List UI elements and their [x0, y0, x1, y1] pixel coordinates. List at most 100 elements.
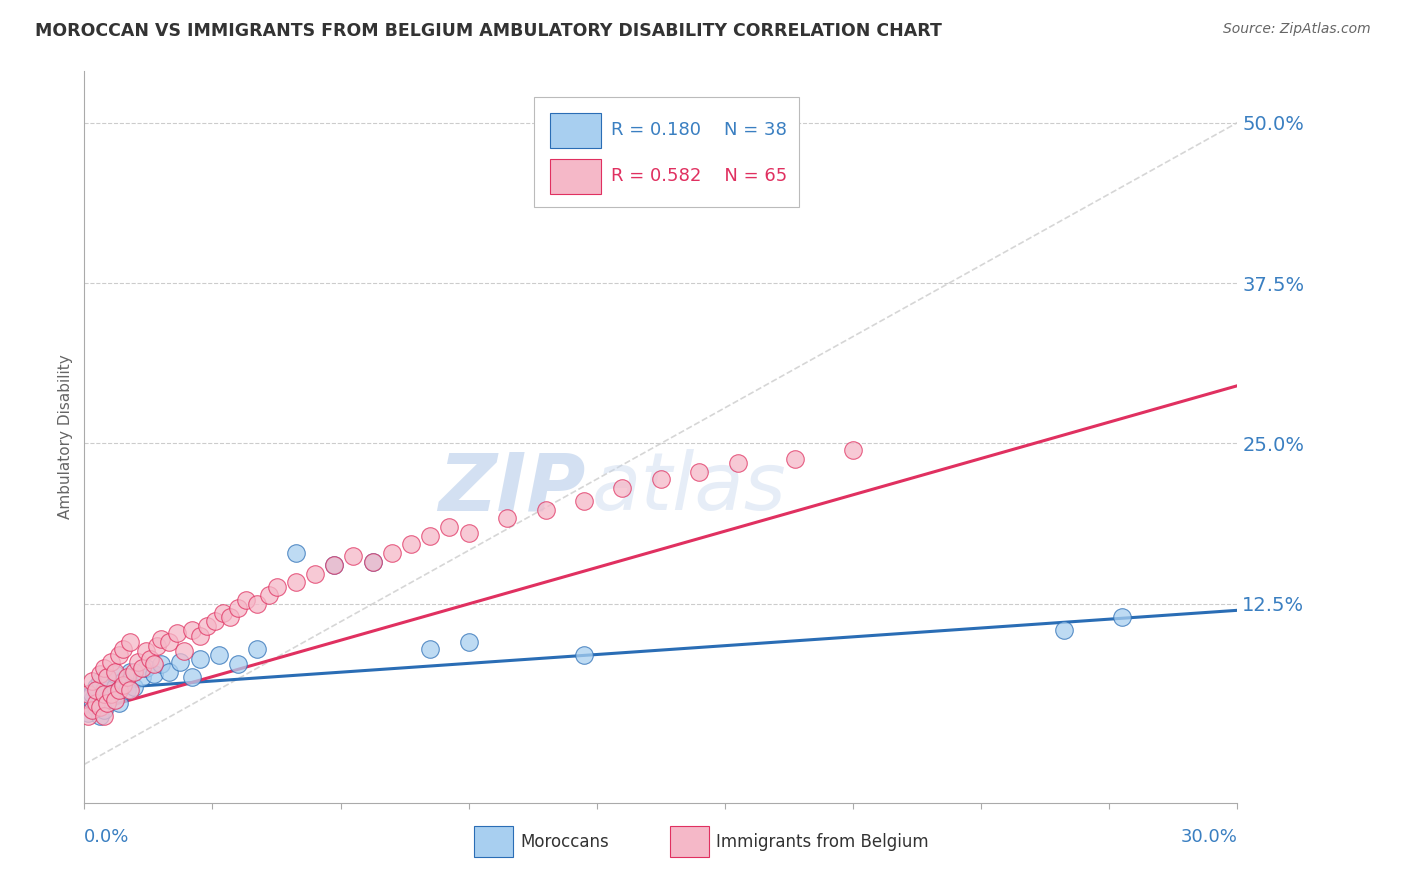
Point — [135, 661, 157, 675]
Point — [115, 682, 138, 697]
Point — [115, 670, 138, 684]
Point — [80, 673, 103, 688]
Point — [166, 626, 188, 640]
FancyBboxPatch shape — [534, 97, 799, 207]
Point — [842, 442, 865, 457]
Point — [688, 465, 710, 479]
Point — [93, 687, 115, 701]
Point — [84, 681, 107, 695]
Point — [257, 588, 280, 602]
Text: R = 0.180    N = 38: R = 0.180 N = 38 — [612, 121, 787, 139]
Point — [219, 609, 242, 624]
Point — [142, 667, 165, 681]
Point — [100, 655, 122, 669]
Point — [89, 673, 111, 688]
Point — [150, 657, 173, 672]
Point — [108, 648, 131, 663]
Point — [80, 693, 103, 707]
Point — [204, 614, 226, 628]
Point — [100, 687, 122, 701]
Point — [419, 529, 441, 543]
Point — [181, 623, 204, 637]
Point — [188, 629, 211, 643]
Point — [304, 567, 326, 582]
Point — [146, 639, 169, 653]
Point — [173, 644, 195, 658]
FancyBboxPatch shape — [671, 826, 709, 857]
Point — [534, 503, 557, 517]
Point — [131, 670, 153, 684]
Point — [1111, 609, 1133, 624]
Point — [650, 472, 672, 486]
Text: Immigrants from Belgium: Immigrants from Belgium — [716, 832, 929, 851]
Point — [77, 706, 100, 720]
Point — [188, 652, 211, 666]
FancyBboxPatch shape — [550, 159, 600, 194]
Text: Moroccans: Moroccans — [520, 832, 609, 851]
Point — [93, 661, 115, 675]
Point — [111, 673, 134, 688]
Point — [80, 687, 103, 701]
Point — [104, 665, 127, 679]
Point — [361, 555, 384, 569]
Point — [142, 657, 165, 672]
Point — [612, 482, 634, 496]
Point — [323, 558, 346, 573]
Text: atlas: atlas — [592, 450, 786, 527]
Point — [157, 665, 180, 679]
Point — [284, 545, 307, 559]
Point — [124, 665, 146, 679]
Point — [124, 681, 146, 695]
Point — [120, 665, 142, 679]
FancyBboxPatch shape — [550, 113, 600, 148]
Point — [120, 682, 142, 697]
Point — [89, 708, 111, 723]
Point — [96, 670, 118, 684]
Point — [84, 699, 107, 714]
Point — [93, 682, 115, 697]
Point — [246, 597, 269, 611]
Point — [111, 678, 134, 692]
Point — [342, 549, 364, 564]
Point — [157, 635, 180, 649]
Text: MOROCCAN VS IMMIGRANTS FROM BELGIUM AMBULATORY DISABILITY CORRELATION CHART: MOROCCAN VS IMMIGRANTS FROM BELGIUM AMBU… — [35, 22, 942, 40]
Point — [80, 703, 103, 717]
Point — [108, 682, 131, 697]
Text: R = 0.582    N = 65: R = 0.582 N = 65 — [612, 167, 787, 185]
Point — [84, 696, 107, 710]
Point — [100, 687, 122, 701]
Point — [77, 708, 100, 723]
Point — [96, 696, 118, 710]
Point — [439, 520, 461, 534]
Text: ZIP: ZIP — [439, 450, 586, 527]
Point — [104, 667, 127, 681]
Point — [111, 641, 134, 656]
Point — [572, 494, 595, 508]
Point — [211, 606, 233, 620]
Text: Source: ZipAtlas.com: Source: ZipAtlas.com — [1223, 22, 1371, 37]
Point — [399, 536, 422, 550]
Text: 30.0%: 30.0% — [1181, 829, 1237, 847]
Point — [727, 456, 749, 470]
Point — [77, 687, 100, 701]
Point — [457, 635, 479, 649]
Point — [195, 618, 218, 632]
Point — [169, 655, 191, 669]
Y-axis label: Ambulatory Disability: Ambulatory Disability — [58, 355, 73, 519]
FancyBboxPatch shape — [474, 826, 513, 857]
Point — [135, 644, 157, 658]
Point — [89, 699, 111, 714]
Point — [226, 657, 249, 672]
Point — [457, 526, 479, 541]
Point — [235, 593, 257, 607]
Point — [108, 696, 131, 710]
Point — [284, 575, 307, 590]
Point — [96, 670, 118, 684]
Point — [150, 632, 173, 646]
Point — [266, 580, 288, 594]
Point — [785, 451, 807, 466]
Point — [572, 648, 595, 663]
Text: 0.0%: 0.0% — [84, 829, 129, 847]
Point — [181, 670, 204, 684]
Point — [104, 693, 127, 707]
